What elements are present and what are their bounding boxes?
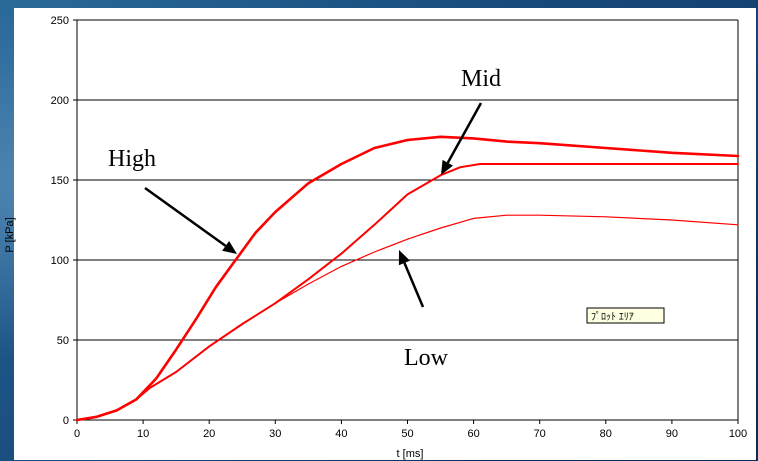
y-tick-label-150: 150 <box>51 175 69 187</box>
series-label-high: High <box>108 146 156 172</box>
arrow-to-mid-shaft <box>446 102 483 164</box>
series-line-mid <box>76 163 739 421</box>
x-tick-label-60: 60 <box>467 428 479 440</box>
x-tick-label-80: 80 <box>600 428 612 440</box>
arrow-to-high-head <box>222 240 237 254</box>
series-lines <box>75 135 740 422</box>
plot-area-tooltip: ﾌﾟﾛｯﾄ ｴﾘｱ <box>586 307 665 324</box>
arrow-to-high-shaft <box>144 186 227 247</box>
y-tick-label-100: 100 <box>51 255 69 267</box>
x-tick-label-90: 90 <box>666 428 678 440</box>
series-label-low: Low <box>404 345 449 371</box>
chart-area <box>14 8 756 460</box>
series-line-low <box>76 214 739 421</box>
x-tick-label-50: 50 <box>401 428 413 440</box>
y-tick-label-0: 0 <box>63 415 69 427</box>
tick-labels: 0 50 100 150 200 250 0 10 20 30 40 50 60 70 80 90 100 <box>51 15 748 440</box>
x-tick-label-20: 20 <box>203 428 215 440</box>
series-line-high <box>75 135 740 422</box>
arrow-to-low <box>398 250 425 308</box>
grid-lines <box>77 19 738 341</box>
x-tick-label-30: 30 <box>269 428 281 440</box>
y-tick-label-250: 250 <box>51 15 69 27</box>
tooltip-box <box>586 307 665 324</box>
x-axis-label: t [ms] <box>397 448 424 460</box>
arrow-to-low-head <box>398 250 410 266</box>
y-tick-label-50: 50 <box>57 335 69 347</box>
arrow-to-low-shaft <box>403 262 425 308</box>
y-tick-label-200: 200 <box>51 95 69 107</box>
y-axis-label: P [kPa] <box>4 217 16 252</box>
tooltip-text: ﾌﾟﾛｯﾄ ｴﾘｱ <box>591 311 634 323</box>
arrow-to-mid-head <box>441 159 454 175</box>
arrow-to-mid <box>441 102 483 175</box>
x-tick-label-0: 0 <box>74 428 80 440</box>
x-tick-label-100: 100 <box>729 428 747 440</box>
x-tick-label-40: 40 <box>335 428 347 440</box>
axes <box>73 19 739 424</box>
annotation-arrows <box>144 102 483 308</box>
x-tick-label-70: 70 <box>534 428 546 440</box>
arrow-to-high <box>144 186 237 254</box>
x-tick-label-10: 10 <box>137 428 149 440</box>
series-label-mid: Mid <box>461 66 501 92</box>
